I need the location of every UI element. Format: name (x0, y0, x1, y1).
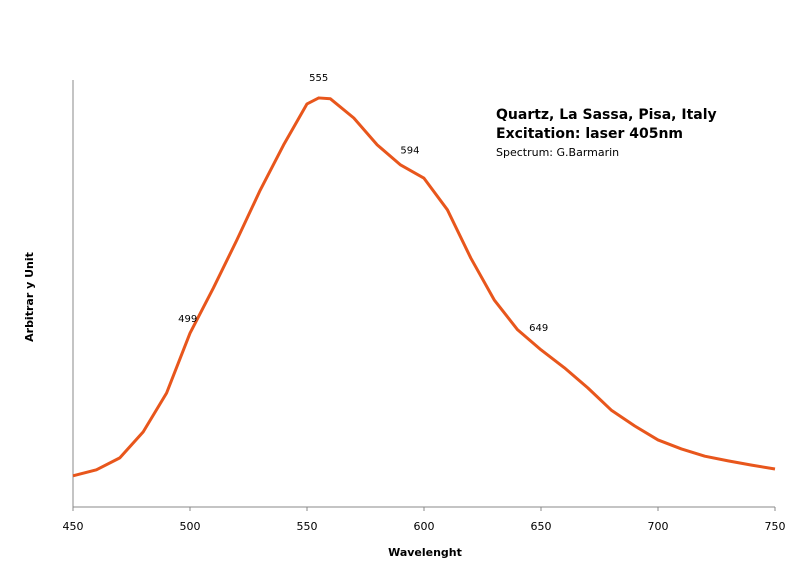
y-axis-label: Arbitrar y Unit (23, 252, 36, 342)
x-tick-label: 700 (648, 520, 669, 533)
line-series (72, 96, 776, 478)
x-tick-label: 500 (180, 520, 201, 533)
peak-label: 499 (178, 314, 197, 325)
x-tick-label: 550 (297, 520, 318, 533)
x-tick-label: 450 (63, 520, 84, 533)
x-tick-label: 750 (765, 520, 786, 533)
x-tick-label: 650 (531, 520, 552, 533)
x-axis-label: Wavelenght (388, 546, 462, 559)
peak-label: 555 (309, 73, 328, 84)
info-excitation: Excitation: laser 405nm (496, 126, 683, 142)
info-title: Quartz, La Sassa, Pisa, Italy (496, 107, 717, 123)
x-tick-label: 600 (414, 520, 435, 533)
info-credit: Spectrum: G.Barmarin (496, 146, 619, 159)
peak-label: 649 (529, 323, 548, 334)
peak-label: 594 (400, 145, 419, 156)
